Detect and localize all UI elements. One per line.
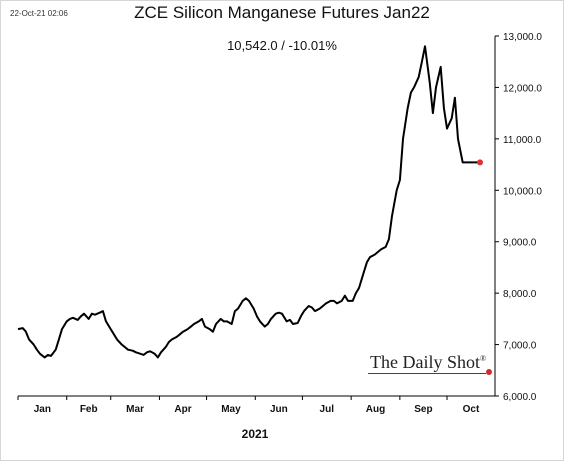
x-axis-label: 2021 <box>241 427 269 441</box>
x-tick-label: Jun <box>270 404 288 415</box>
x-tick-label: Aug <box>366 404 385 415</box>
x-tick-label: Jan <box>34 404 51 415</box>
chart-title: ZCE Silicon Manganese Futures Jan22 <box>134 3 430 22</box>
y-tick-label: 13,000.0 <box>503 32 542 43</box>
y-tick-label: 7,000.0 <box>503 341 537 352</box>
x-tick-label: Apr <box>174 404 191 415</box>
x-tick-label: Jul <box>320 404 335 415</box>
y-tick-label: 9,000.0 <box>503 238 537 249</box>
x-tick-label: May <box>221 404 241 415</box>
x-tick-label: Feb <box>80 404 98 415</box>
x-tick-label: Oct <box>463 404 480 415</box>
y-tick-label: 11,000.0 <box>503 135 542 146</box>
y-tick-label: 10,000.0 <box>503 186 542 197</box>
watermark-underline <box>368 373 486 374</box>
x-tick-label: Mar <box>126 404 144 415</box>
watermark-dot <box>486 369 492 375</box>
last-value-readout: 10,542.0 / -10.01% <box>227 38 337 53</box>
watermark-logo: The Daily Shot® <box>370 352 487 372</box>
y-tick-label: 12,000.0 <box>503 83 542 94</box>
last-point-marker <box>477 159 483 166</box>
y-tick-label: 8,000.0 <box>503 289 537 300</box>
x-tick-label: Sep <box>414 404 432 415</box>
y-tick-label: 6,000.0 <box>503 392 537 403</box>
series-line <box>17 45 480 359</box>
chart-timestamp: 22-Oct-21 02:06 <box>10 9 68 18</box>
